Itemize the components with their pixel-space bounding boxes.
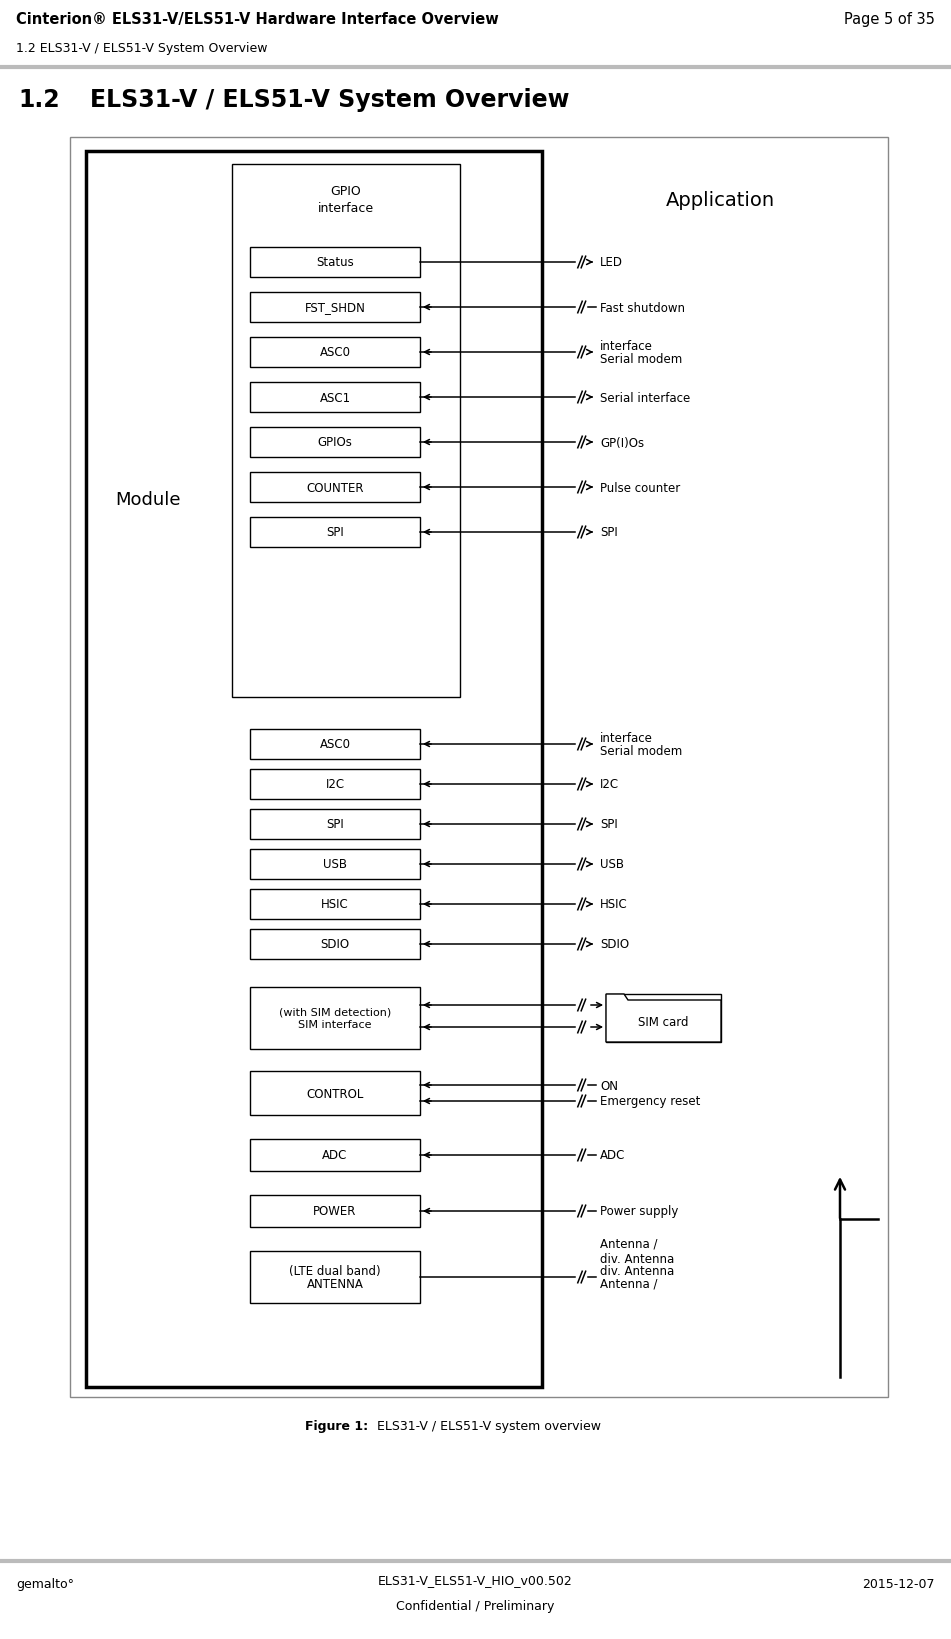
Text: Serial modem: Serial modem [600,352,682,365]
Text: Pulse counter: Pulse counter [600,482,680,495]
Text: 2015-12-07: 2015-12-07 [863,1577,935,1590]
Text: Serial interface: Serial interface [600,392,690,405]
Text: SPI: SPI [326,526,344,539]
Bar [250,518,420,547]
Text: 1.2: 1.2 [18,89,60,111]
Text: ON: ON [600,1078,618,1092]
Text: Antenna /: Antenna / [600,1277,657,1290]
Bar [250,849,420,880]
Text: Antenna /: Antenna / [600,1237,657,1249]
Text: 1.2 ELS31-V / ELS51-V System Overview: 1.2 ELS31-V / ELS51-V System Overview [16,43,267,56]
Bar [250,729,420,759]
Text: FST_SHDN: FST_SHDN [304,302,365,315]
Text: Page 5 of 35: Page 5 of 35 [844,11,935,26]
Bar [232,166,460,698]
Polygon shape [606,995,721,1042]
Text: Emergency reset: Emergency reset [600,1095,700,1108]
Bar [250,1139,420,1172]
Text: ELS31-V / ELS51-V System Overview: ELS31-V / ELS51-V System Overview [90,89,570,111]
Bar [250,1072,420,1115]
Text: Status: Status [316,256,354,269]
Text: HSIC: HSIC [321,898,349,911]
Text: Serial modem: Serial modem [600,744,682,757]
Text: div. Antenna: div. Antenna [600,1252,674,1265]
Text: ANTENNA: ANTENNA [306,1277,363,1290]
Text: ADC: ADC [322,1149,348,1162]
Text: HSIC: HSIC [600,898,628,911]
Bar [250,428,420,457]
Text: I2C: I2C [325,779,344,792]
Bar [250,1195,420,1228]
Text: ELS31-V / ELS51-V system overview: ELS31-V / ELS51-V system overview [369,1419,601,1432]
Text: ELS31-V_ELS51-V_HIO_v00.502: ELS31-V_ELS51-V_HIO_v00.502 [378,1573,573,1587]
Text: Fast shutdown: Fast shutdown [600,302,685,315]
Text: (with SIM detection): (with SIM detection) [279,1008,391,1018]
Bar [250,987,420,1049]
Text: LED: LED [600,256,623,269]
Bar [86,152,542,1387]
Text: POWER: POWER [313,1205,357,1218]
Bar [250,1251,420,1303]
Bar [250,338,420,367]
Bar [250,929,420,959]
Bar [250,293,420,323]
Text: ASC0: ASC0 [320,346,351,359]
Text: SPI: SPI [326,818,344,831]
Text: SPI: SPI [600,526,618,539]
Text: GPIOs: GPIOs [318,436,353,449]
Text: SIM card: SIM card [638,1015,689,1028]
Bar [250,247,420,279]
Text: I2C: I2C [600,779,619,792]
Text: gemalto°: gemalto° [16,1577,74,1590]
Text: SDIO: SDIO [600,938,630,951]
Text: COUNTER: COUNTER [306,482,363,495]
Text: Cinterion® ELS31-V/ELS51-V Hardware Interface Overview: Cinterion® ELS31-V/ELS51-V Hardware Inte… [16,11,498,26]
Text: USB: USB [600,857,624,870]
Text: USB: USB [323,857,347,870]
Bar [250,810,420,839]
Text: Module: Module [115,490,181,508]
Text: SDIO: SDIO [320,938,350,951]
Bar [250,384,420,413]
Text: interface: interface [600,731,653,744]
Text: div. Antenna: div. Antenna [600,1264,674,1277]
Bar [70,138,888,1396]
Text: ADC: ADC [600,1149,626,1162]
Text: GPIO
interface: GPIO interface [318,185,374,215]
Text: ASC1: ASC1 [320,392,351,405]
Bar [250,890,420,919]
Text: SIM interface: SIM interface [299,1019,372,1029]
Text: Figure 1:: Figure 1: [305,1419,368,1432]
Bar [250,770,420,800]
Text: interface: interface [600,339,653,352]
Text: Confidential / Preliminary: Confidential / Preliminary [396,1600,554,1613]
FancyBboxPatch shape [606,995,721,1042]
Text: SPI: SPI [600,818,618,831]
Text: Power supply: Power supply [600,1205,678,1218]
Bar [250,472,420,503]
Text: Application: Application [666,190,774,210]
Text: GP(I)Os: GP(I)Os [600,436,644,449]
Text: (LTE dual band): (LTE dual band) [289,1264,380,1277]
Text: ASC0: ASC0 [320,738,351,751]
Text: CONTROL: CONTROL [306,1087,363,1100]
